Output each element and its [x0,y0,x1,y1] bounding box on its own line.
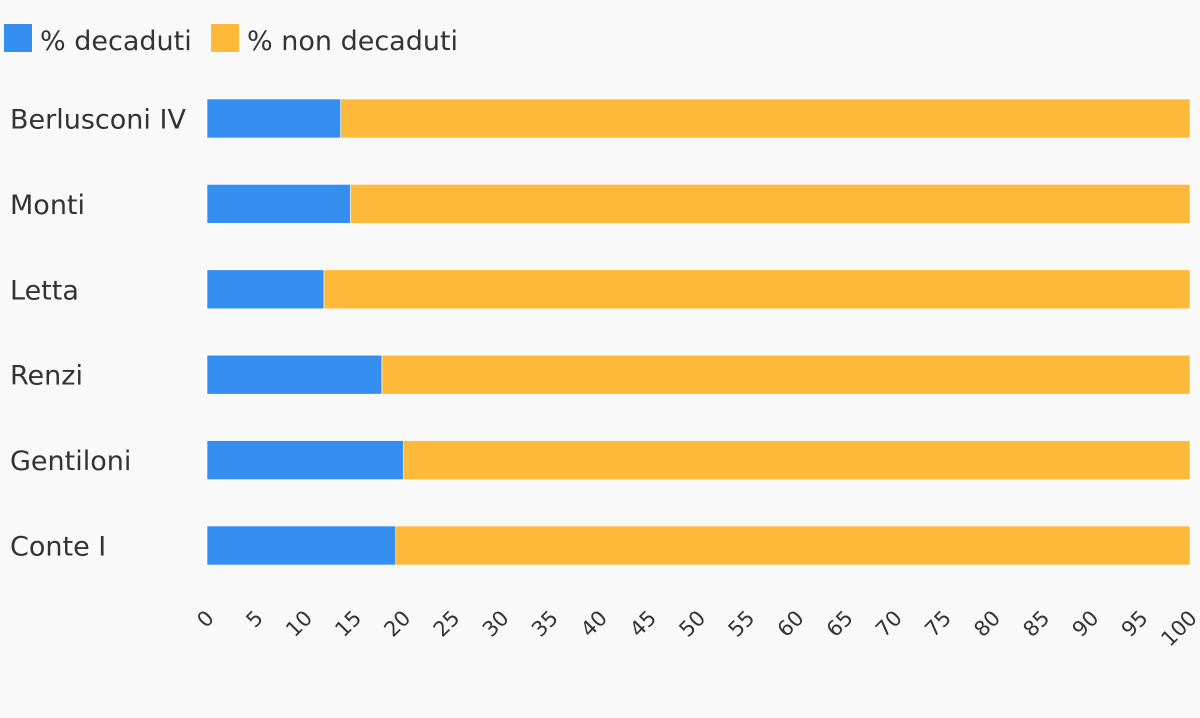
x-tick-label-45: 45 [625,606,661,642]
bars [206,98,1191,566]
legend-label-decaduti: % decaduti [40,26,192,57]
x-tick-label-55: 55 [724,606,760,642]
x-tick-label-85: 85 [1018,606,1054,642]
x-tick-label-15: 15 [330,606,366,642]
category-label-letta: Letta [10,275,79,306]
category-label-monti: Monti [10,190,85,221]
x-tick-label-100: 100 [1156,606,1200,651]
x-tick-label-35: 35 [527,606,563,642]
bar-renzi-decaduti [206,354,383,395]
x-tick-label-75: 75 [920,606,956,642]
bar-conte-i-decaduti [206,525,397,566]
x-tick-label-80: 80 [969,606,1005,642]
category-label-berlusconi-iv: Berlusconi IV [10,105,186,136]
bar-berlusconi-iv-decaduti [206,98,341,139]
category-label-renzi: Renzi [10,361,83,392]
bar-berlusconi-iv-non-decaduti [340,98,1191,139]
bar-renzi-non-decaduti [381,354,1191,395]
x-tick-label-25: 25 [429,606,465,642]
legend-swatch-decaduti [4,24,32,52]
x-tick-label-50: 50 [674,606,710,642]
bar-letta-decaduti [206,269,325,310]
bar-conte-i-non-decaduti [395,525,1191,566]
bar-monti-decaduti [206,184,351,224]
x-tick-label-40: 40 [576,606,612,642]
x-tick-label-30: 30 [478,606,514,642]
x-tick-label-5: 5 [242,606,268,632]
bar-monti-non-decaduti [350,184,1191,224]
category-label-conte-i: Conte I [10,532,106,563]
x-tick-label-10: 10 [281,606,317,642]
bar-gentiloni-non-decaduti [403,440,1191,480]
category-labels: Berlusconi IV Monti Letta Renzi Gentiloni Con… [10,105,186,563]
x-tick-label-65: 65 [822,606,858,642]
x-tick-label-90: 90 [1068,606,1104,642]
x-tick-label-0: 0 [192,606,218,632]
x-tick-label-60: 60 [773,606,809,642]
category-label-gentiloni: Gentiloni [10,446,131,477]
bar-gentiloni-decaduti [206,440,404,480]
legend: % decaduti % non decaduti [4,24,458,57]
bar-letta-non-decaduti [323,269,1191,310]
x-tick-label-95: 95 [1117,606,1153,642]
x-tick-label-20: 20 [380,606,416,642]
legend-swatch-non-decaduti [211,24,239,52]
x-tick-label-70: 70 [871,606,907,642]
x-axis-tick-labels: 0 5 10 15 20 25 30 35 40 45 50 55 60 65 70 75 80 85 90 95 10… [192,606,1200,651]
legend-label-non-decaduti: % non decaduti [247,26,458,57]
